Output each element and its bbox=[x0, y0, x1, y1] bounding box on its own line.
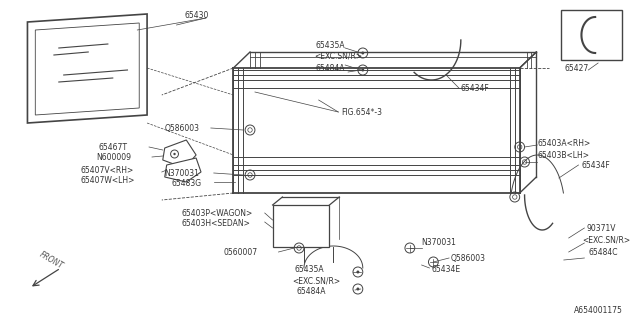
Text: 65427: 65427 bbox=[564, 63, 589, 73]
Text: 65484C: 65484C bbox=[588, 247, 618, 257]
Text: 65483G: 65483G bbox=[172, 179, 202, 188]
Circle shape bbox=[356, 287, 359, 291]
Bar bbox=[273, 205, 330, 247]
Text: 65403P<WAGON>: 65403P<WAGON> bbox=[181, 209, 253, 218]
Text: <EXC.SN/R>: <EXC.SN/R> bbox=[582, 236, 630, 244]
Text: 65467T: 65467T bbox=[98, 142, 127, 151]
Text: 65435A: 65435A bbox=[316, 41, 346, 50]
Bar bbox=[561, 10, 621, 60]
Text: 65484A: 65484A bbox=[296, 287, 326, 297]
Text: 65430: 65430 bbox=[184, 11, 209, 20]
Circle shape bbox=[362, 52, 364, 54]
Text: Q586003: Q586003 bbox=[164, 124, 200, 132]
Text: <EXC.SN/R>: <EXC.SN/R> bbox=[314, 52, 362, 60]
Text: 65403H<SEDAN>: 65403H<SEDAN> bbox=[181, 219, 250, 228]
Text: 65435A: 65435A bbox=[294, 266, 324, 275]
Text: 65407W<LH>: 65407W<LH> bbox=[81, 175, 135, 185]
Text: FRONT: FRONT bbox=[38, 250, 65, 270]
Text: N370031: N370031 bbox=[164, 169, 200, 178]
Polygon shape bbox=[164, 158, 201, 182]
Circle shape bbox=[173, 153, 176, 155]
Text: 65484A: 65484A bbox=[316, 63, 345, 73]
Circle shape bbox=[356, 270, 359, 274]
Text: N600009: N600009 bbox=[96, 153, 131, 162]
Text: 65403A<RH>: 65403A<RH> bbox=[538, 139, 591, 148]
Polygon shape bbox=[28, 14, 147, 123]
Text: A654001175: A654001175 bbox=[573, 306, 623, 315]
Polygon shape bbox=[163, 140, 196, 168]
Polygon shape bbox=[35, 23, 140, 115]
Text: 90371V: 90371V bbox=[586, 223, 616, 233]
Text: 65403B<LH>: 65403B<LH> bbox=[538, 150, 589, 159]
Text: 65434F: 65434F bbox=[582, 161, 610, 170]
Text: 65434E: 65434E bbox=[431, 266, 461, 275]
Text: 65407V<RH>: 65407V<RH> bbox=[81, 165, 134, 174]
Text: FIG.654*-3: FIG.654*-3 bbox=[341, 108, 382, 116]
Text: 65434F: 65434F bbox=[461, 84, 490, 92]
Circle shape bbox=[362, 68, 364, 71]
Text: N370031: N370031 bbox=[422, 237, 456, 246]
Text: Q586003: Q586003 bbox=[451, 253, 486, 262]
Text: 0560007: 0560007 bbox=[223, 247, 258, 257]
Text: <EXC.SN/R>: <EXC.SN/R> bbox=[292, 276, 340, 285]
